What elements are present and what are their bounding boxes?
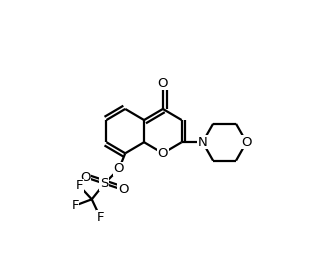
- Text: F: F: [71, 199, 79, 212]
- Text: F: F: [96, 211, 104, 224]
- Text: O: O: [158, 147, 168, 160]
- Text: O: O: [158, 77, 168, 90]
- Text: N: N: [198, 136, 208, 149]
- Text: S: S: [100, 177, 109, 190]
- Text: O: O: [114, 163, 124, 175]
- Text: O: O: [118, 183, 128, 196]
- Text: O: O: [80, 171, 91, 184]
- Text: O: O: [241, 136, 252, 149]
- Text: F: F: [75, 179, 83, 192]
